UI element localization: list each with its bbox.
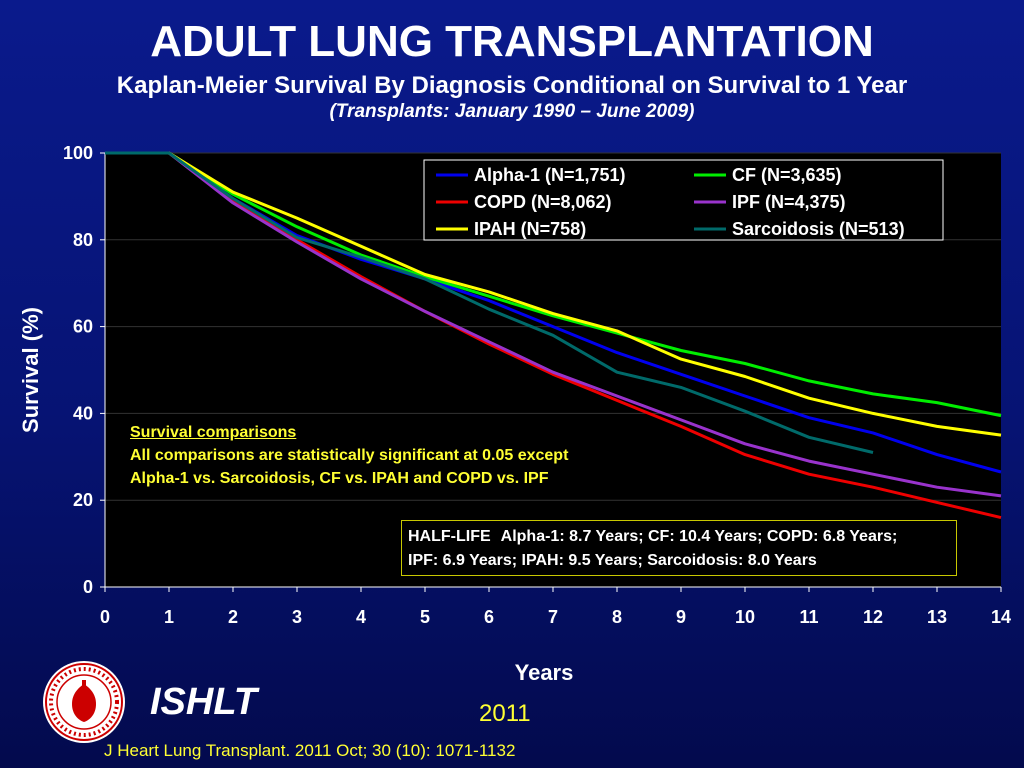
x-tick-label: 13 <box>927 607 947 627</box>
legend-entry: COPD (N=8,062) <box>474 192 612 212</box>
half-life-line-2: IPF: 6.9 Years; IPAH: 9.5 Years; Sarcoid… <box>408 552 817 569</box>
publication-year: 2011 <box>479 700 531 727</box>
x-tick-label: 5 <box>420 607 430 627</box>
x-tick-label: 2 <box>228 607 238 627</box>
y-tick-label: 0 <box>83 577 93 597</box>
x-tick-label: 7 <box>548 607 558 627</box>
legend-entry: Alpha-1 (N=1,751) <box>474 165 626 185</box>
half-life-heading: HALF-LIFE <box>408 528 491 545</box>
x-tick-label: 10 <box>735 607 755 627</box>
x-tick-label: 6 <box>484 607 494 627</box>
note-line-2: Alpha-1 vs. Sarcoidosis, CF vs. IPAH and… <box>130 470 549 487</box>
citation: J Heart Lung Transplant. 2011 Oct; 30 (1… <box>104 741 516 760</box>
x-tick-label: 1 <box>164 607 174 627</box>
series-line-2 <box>105 151 1002 520</box>
y-tick-label: 80 <box>73 230 93 250</box>
series-line-4 <box>105 151 1002 437</box>
y-tick-label: 100 <box>63 143 93 163</box>
x-axis-label: Years <box>515 660 574 685</box>
legend: Alpha-1 (N=1,751) CF (N=3,635) COPD (N=8,0… <box>423 159 944 241</box>
legend-entry: Sarcoidosis (N=513) <box>732 219 905 239</box>
series-lines <box>105 151 1002 520</box>
half-life-box: HALF-LIFE Alpha-1: 8.7 Years; CF: 10.4 Ye… <box>401 520 957 576</box>
y-axis-label: Survival (%) <box>18 307 43 433</box>
x-tick-label: 3 <box>292 607 302 627</box>
brand-name: ISHLT <box>150 681 257 723</box>
note-line-1: All comparisons are statistically signif… <box>130 447 569 464</box>
y-tick-label: 60 <box>73 317 93 337</box>
y-tick-label: 40 <box>73 403 93 423</box>
x-tick-label: 9 <box>676 607 686 627</box>
legend-entry: CF (N=3,635) <box>732 165 842 185</box>
legend-entry: IPF (N=4,375) <box>732 192 846 212</box>
series-line-5 <box>105 151 874 454</box>
x-tick-label: 8 <box>612 607 622 627</box>
note-heading: Survival comparisons <box>130 424 297 441</box>
page-date-range: (Transplants: January 1990 – June 2009) <box>329 101 695 122</box>
series-line-3 <box>105 151 1002 498</box>
half-life-line-1: Alpha-1: 8.7 Years; CF: 10.4 Years; COPD… <box>500 528 898 545</box>
x-tick-label: 14 <box>991 607 1011 627</box>
x-tick-label: 12 <box>863 607 883 627</box>
ishlt-seal-icon <box>43 661 125 743</box>
page-subtitle: Kaplan-Meier Survival By Diagnosis Condi… <box>116 72 908 99</box>
x-tick-label: 0 <box>100 607 110 627</box>
x-tick-label: 11 <box>799 607 818 627</box>
page-title: ADULT LUNG TRANSPLANTATION <box>150 17 874 66</box>
legend-box <box>423 159 944 241</box>
y-tick-label: 20 <box>73 490 93 510</box>
survival-comparisons-note: Survival comparisons All comparisons are… <box>130 421 650 490</box>
x-tick-label: 4 <box>356 607 366 627</box>
legend-entry: IPAH (N=758) <box>474 219 586 239</box>
series-line-1 <box>105 151 1002 418</box>
